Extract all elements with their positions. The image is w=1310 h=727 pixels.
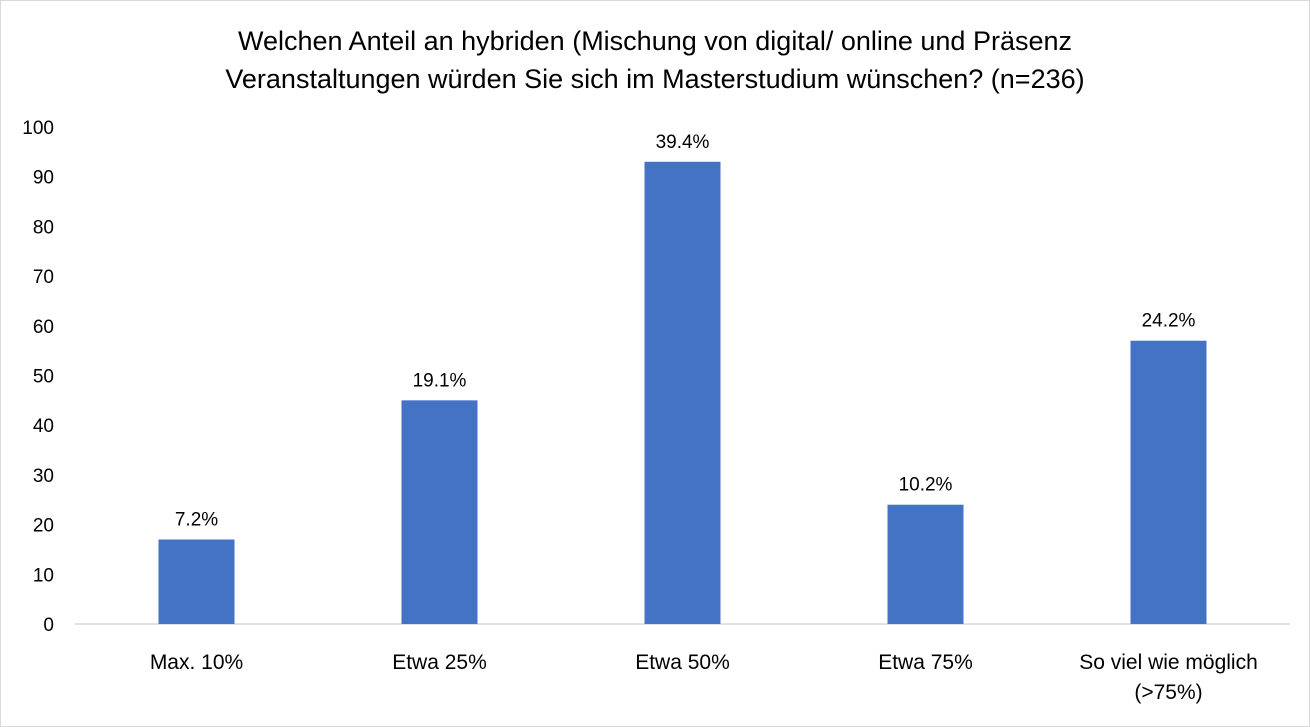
- y-tick-label: 100: [22, 118, 54, 139]
- bar: [1130, 340, 1207, 624]
- y-tick-label: 30: [33, 466, 54, 487]
- data-label: 7.2%: [175, 510, 218, 531]
- x-category-label: Etwa 25%: [392, 651, 487, 674]
- data-label: 24.2%: [1142, 311, 1196, 332]
- chart-title-line-1: Welchen Anteil an hybriden (Mischung von…: [237, 26, 1072, 56]
- y-tick-label: 50: [33, 367, 54, 388]
- x-category-label: Etwa 75%: [878, 651, 973, 674]
- y-tick-label: 40: [33, 416, 54, 437]
- bar: [158, 539, 235, 624]
- x-category-label: (>75%): [1134, 681, 1202, 704]
- bar: [644, 161, 721, 625]
- y-tick-label: 70: [33, 267, 54, 288]
- data-label: 39.4%: [656, 132, 710, 153]
- y-tick-label: 0: [43, 615, 54, 636]
- y-tick-label: 20: [33, 516, 54, 537]
- y-tick-label: 60: [33, 317, 54, 338]
- data-label: 19.1%: [413, 370, 467, 391]
- x-category-label: Etwa 50%: [635, 651, 730, 674]
- data-label: 10.2%: [899, 475, 953, 496]
- bar: [887, 504, 964, 624]
- x-category-label: Max. 10%: [150, 651, 243, 674]
- y-tick-label: 90: [33, 168, 54, 189]
- x-category-label: So viel wie möglich: [1079, 651, 1258, 674]
- chart-title-line-2: Veranstaltungen würden Sie sich im Maste…: [225, 64, 1085, 94]
- chart-title: Welchen Anteil an hybriden (Mischung von…: [0, 22, 1310, 98]
- bar: [401, 400, 478, 624]
- y-tick-label: 80: [33, 217, 54, 238]
- y-tick-label: 10: [33, 565, 54, 586]
